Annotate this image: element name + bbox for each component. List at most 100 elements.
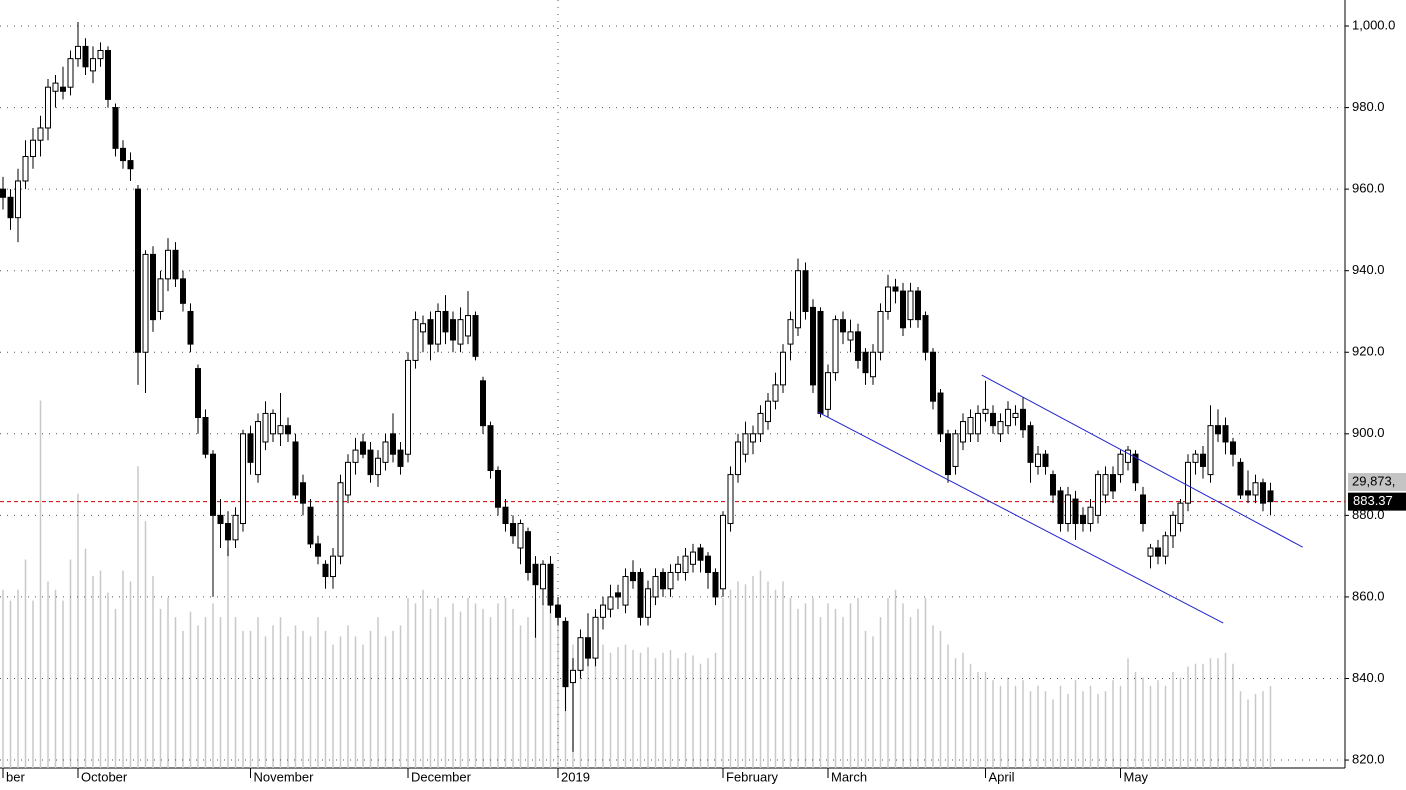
- candle-body: [945, 433, 951, 476]
- candle-body: [240, 433, 246, 525]
- candle-body: [412, 319, 419, 361]
- candle-body: [1185, 461, 1191, 504]
- candle-body: [1057, 490, 1064, 525]
- candle-body: [697, 547, 704, 561]
- candle-body: [405, 359, 411, 455]
- candle-body: [847, 331, 854, 341]
- candle-body: [262, 412, 269, 443]
- candle-body: [195, 368, 201, 419]
- candle-body: [637, 571, 644, 618]
- candle-body: [1260, 482, 1266, 504]
- x-tick-label: February: [726, 769, 779, 784]
- candle-body: [742, 433, 749, 455]
- candle-body: [570, 669, 576, 684]
- candle-body: [1110, 474, 1116, 492]
- candle-body: [555, 604, 561, 618]
- candle-body: [1230, 441, 1236, 455]
- candle-body: [960, 421, 966, 443]
- candle-body: [592, 616, 599, 659]
- candle-body: [255, 421, 261, 476]
- candle-body: [877, 310, 884, 353]
- candle-body: [135, 188, 141, 353]
- candle-body: [1035, 453, 1041, 467]
- candle-body: [862, 351, 869, 374]
- candle-body: [540, 563, 546, 590]
- candle-body: [172, 249, 179, 280]
- candle-body: [517, 523, 524, 549]
- candle-body: [52, 82, 59, 92]
- candle-body: [577, 637, 584, 671]
- candle-body: [840, 319, 846, 333]
- candle-body: [652, 576, 659, 598]
- candle-body: [855, 331, 861, 361]
- candle-body: [322, 563, 329, 578]
- candle-body: [562, 620, 569, 688]
- candle-body: [97, 49, 104, 60]
- candle-body: [1050, 474, 1056, 496]
- candle-body: [510, 523, 516, 537]
- candle-body: [1155, 547, 1161, 557]
- x-tick-label: December: [411, 769, 472, 784]
- candle-body: [735, 441, 741, 476]
- candle-body: [1125, 449, 1131, 463]
- candle-body: [690, 551, 696, 565]
- candle-body: [600, 604, 606, 618]
- candle-body: [315, 543, 321, 557]
- candle-body: [780, 351, 786, 386]
- candle-body: [487, 425, 494, 472]
- x-tick-label: March: [831, 769, 867, 784]
- candle-body: [900, 290, 906, 329]
- candle-body: [870, 351, 876, 378]
- candle-body: [1020, 408, 1026, 431]
- candle-body: [1027, 425, 1034, 463]
- candle-body: [885, 286, 891, 312]
- candle-body: [525, 531, 531, 573]
- candle-body: [1252, 482, 1259, 496]
- candle-body: [30, 139, 36, 158]
- candle-body: [75, 45, 81, 60]
- candle-body: [660, 571, 666, 590]
- price-tag-label: 883.37: [1353, 493, 1393, 508]
- y-tick-label: 860.0: [1352, 588, 1385, 603]
- y-tick-label: 820.0: [1352, 751, 1385, 766]
- candle-body: [150, 253, 156, 321]
- candle-body: [922, 315, 929, 353]
- candle-body: [675, 563, 681, 573]
- candle-body: [337, 482, 344, 557]
- candle-body: [952, 433, 959, 467]
- candle-body: [7, 196, 14, 219]
- candle-body: [997, 421, 1004, 435]
- candle-body: [1207, 425, 1214, 476]
- candle-body: [720, 514, 726, 590]
- candle-body: [1012, 412, 1019, 419]
- candle-body: [1177, 502, 1184, 525]
- candle-body: [420, 323, 426, 333]
- candle-body: [60, 86, 66, 92]
- candle-body: [390, 433, 396, 455]
- candle-body: [772, 384, 779, 402]
- x-tick-label: May: [1124, 769, 1149, 784]
- candle-body: [765, 400, 771, 423]
- x-tick-label: April: [989, 769, 1015, 784]
- candle-body: [285, 425, 291, 435]
- candle-body: [345, 461, 351, 496]
- candle-body: [352, 449, 359, 463]
- candle-body: [907, 290, 914, 321]
- candle-body: [1215, 425, 1221, 435]
- candle-body: [1200, 453, 1206, 467]
- candle-body: [210, 453, 216, 516]
- candle-body: [105, 49, 111, 100]
- candle-body: [472, 315, 479, 357]
- candle-body: [495, 470, 501, 508]
- candle-body: [180, 278, 186, 304]
- candle-body: [532, 563, 539, 586]
- candle-body: [547, 563, 554, 606]
- candle-body: [1087, 506, 1094, 525]
- candle-body: [1102, 474, 1109, 496]
- candle-body: [202, 417, 209, 455]
- candle-body: [300, 482, 306, 504]
- candle-body: [247, 433, 254, 463]
- candle-body: [705, 555, 711, 573]
- candle-body: [120, 147, 126, 162]
